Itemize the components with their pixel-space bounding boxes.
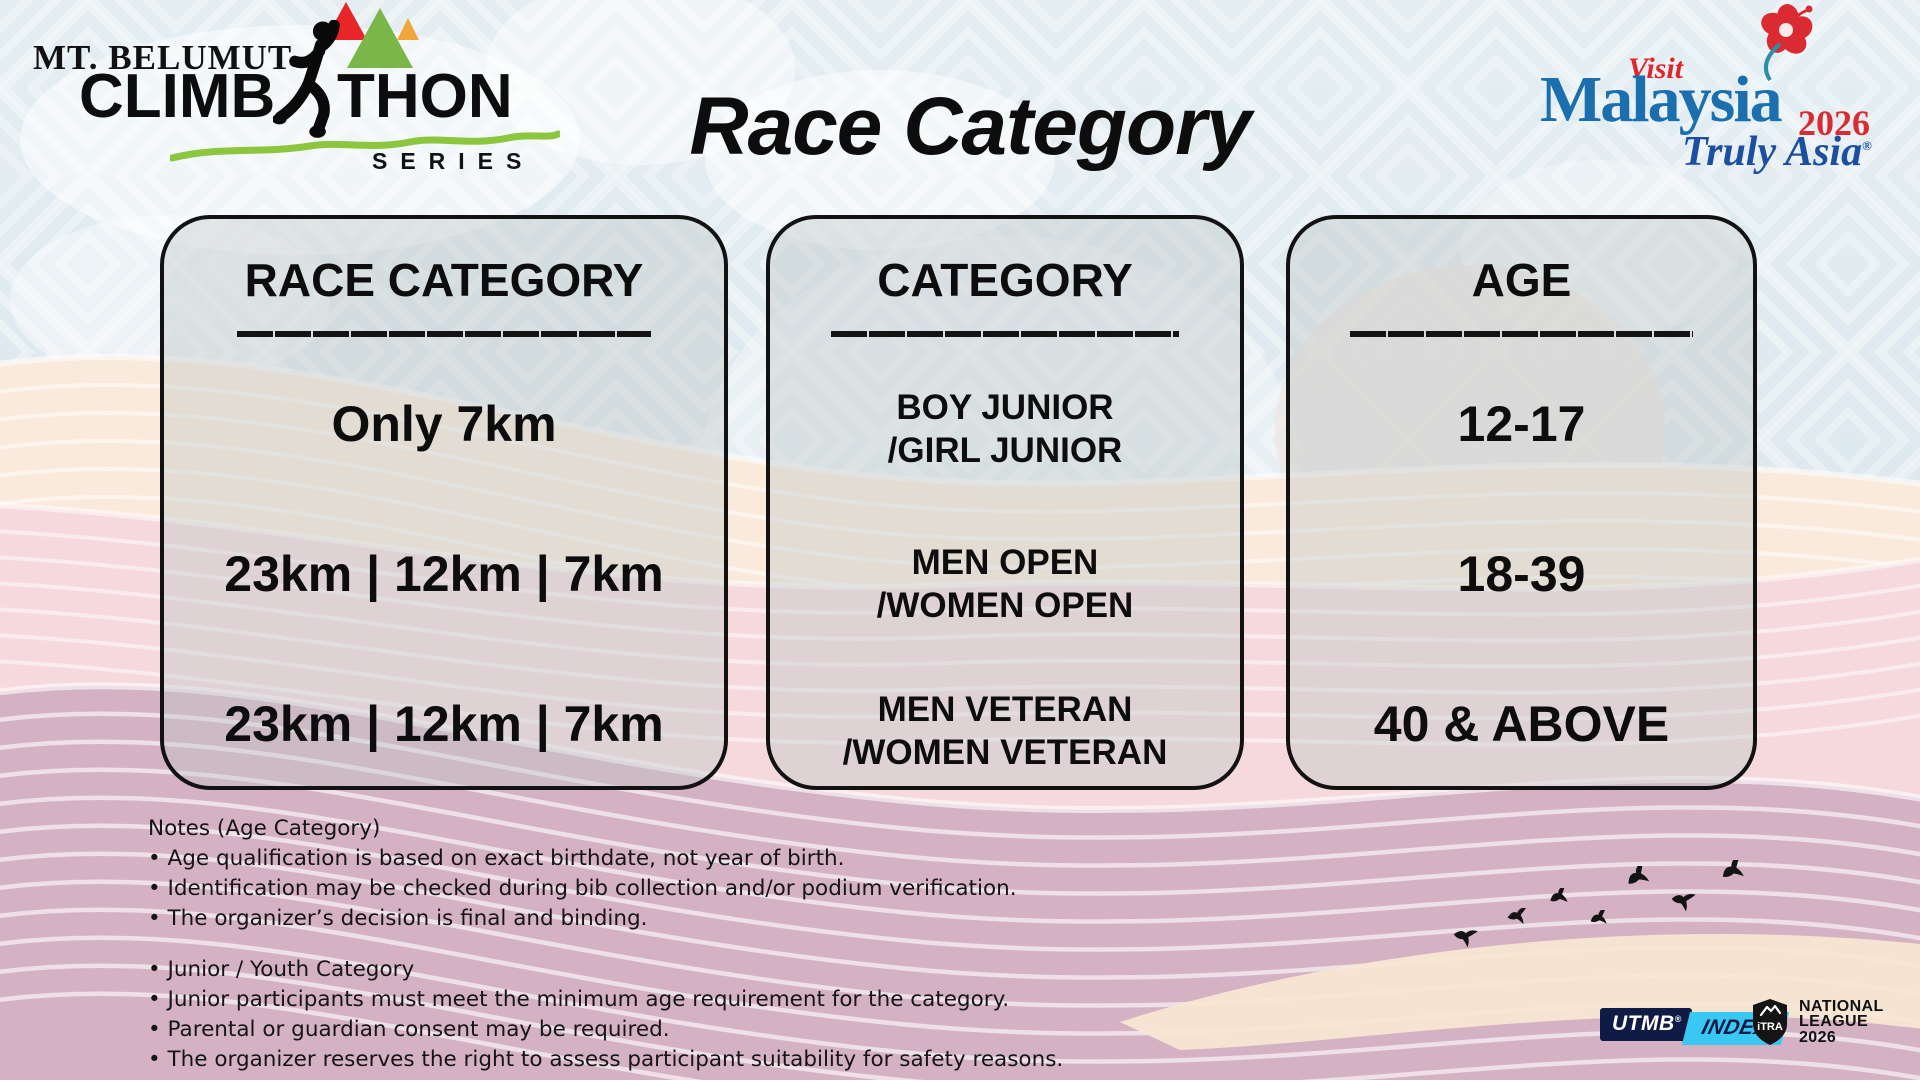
- table-cell: MEN OPEN /WOMEN OPEN: [876, 543, 1134, 625]
- national-league-label: NATIONAL LEAGUE 2026: [1799, 997, 1884, 1046]
- visit-malaysia-year: 2026: [1798, 103, 1870, 143]
- column-header: AGE: [1471, 254, 1572, 306]
- notes-section: Notes (Age Category) Age qualification i…: [148, 814, 1063, 1075]
- event-logo-series: SERIES: [372, 148, 535, 174]
- column-header: CATEGORY: [877, 254, 1133, 306]
- bird-icon: [1718, 855, 1751, 887]
- table-cell: Only 7km: [331, 396, 557, 452]
- bird-icon: [1451, 926, 1478, 953]
- category-box: CATEGORY BOY JUNIOR /GIRL JUNIOR MEN OPE…: [766, 215, 1244, 790]
- trail-line-icon: [170, 130, 560, 162]
- column-header: RACE CATEGORY: [244, 254, 644, 306]
- table-cell: 18-39: [1457, 546, 1586, 602]
- visit-malaysia-logo: Visit Malaysia 2026 Truly Asia®: [1540, 4, 1912, 191]
- utmb-badge: UTMB®: [1600, 1008, 1692, 1041]
- race-category-box: RACE CATEGORY Only 7km 23km | 12km | 7km…: [160, 215, 728, 790]
- note-item: The organizer’s decision is final and bi…: [148, 904, 1063, 934]
- itra-shield-icon: iTRA: [1753, 999, 1787, 1045]
- event-logo-climb: CLIMB: [79, 62, 276, 131]
- mountain-triangles-icon: [347, 8, 413, 68]
- age-box: AGE 12-17 18-39 40 & ABOVE: [1286, 215, 1757, 790]
- itra-national-league-logo: iTRA NATIONAL LEAGUE 2026: [1750, 998, 1884, 1046]
- table-cell: 40 & ABOVE: [1373, 696, 1670, 752]
- header-rule: [236, 331, 652, 337]
- bird-icon: [1506, 906, 1530, 931]
- notes-heading: Notes (Age Category): [148, 816, 381, 841]
- notes-gap: [148, 934, 1063, 955]
- table-cell: 12-17: [1457, 396, 1586, 452]
- table-cell: 23km | 12km | 7km: [224, 546, 664, 602]
- svg-text:iTRA: iTRA: [1757, 1021, 1783, 1033]
- utmb-index-logo: UTMB® INDEX: [1600, 1008, 1789, 1045]
- event-logo-thon: THON: [337, 62, 513, 131]
- note-item: Age qualification is based on exact birt…: [148, 844, 1063, 874]
- note-item: Junior / Youth Category: [148, 955, 1063, 985]
- header-rule: [831, 331, 1179, 337]
- visit-malaysia-visit: Visit: [1628, 52, 1684, 85]
- runner-icon: [273, 20, 340, 138]
- event-logo-line1: MT. BELUMUT: [33, 38, 293, 77]
- note-item: Junior participants must meet the minimu…: [148, 985, 1063, 1015]
- table-cell: MEN VETERAN /WOMEN VETERAN: [842, 690, 1168, 772]
- bird-icon: [1547, 884, 1574, 911]
- event-logo: MT. BELUMUT CLIMB THON SERIES: [33, 2, 593, 180]
- note-item: Identification may be checked during bib…: [148, 874, 1063, 904]
- note-item: The organizer reserves the right to asse…: [148, 1045, 1064, 1075]
- hibiscus-icon: [1761, 4, 1813, 82]
- bird-icon: [1669, 891, 1697, 917]
- visit-malaysia-tagline: Truly Asia®: [1682, 129, 1872, 175]
- bird-icon: [1623, 860, 1656, 893]
- page-title: Race Category: [689, 81, 1251, 172]
- table-cell: BOY JUNIOR /GIRL JUNIOR: [887, 388, 1123, 470]
- header-rule: [1350, 331, 1693, 337]
- note-item: Parental or guardian consent may be requ…: [148, 1015, 1063, 1045]
- visit-malaysia-name: Malaysia: [1540, 63, 1783, 136]
- table-cell: 23km | 12km | 7km: [224, 696, 664, 752]
- bird-icon: [1587, 907, 1613, 932]
- trademark-symbol: ®: [1862, 138, 1872, 153]
